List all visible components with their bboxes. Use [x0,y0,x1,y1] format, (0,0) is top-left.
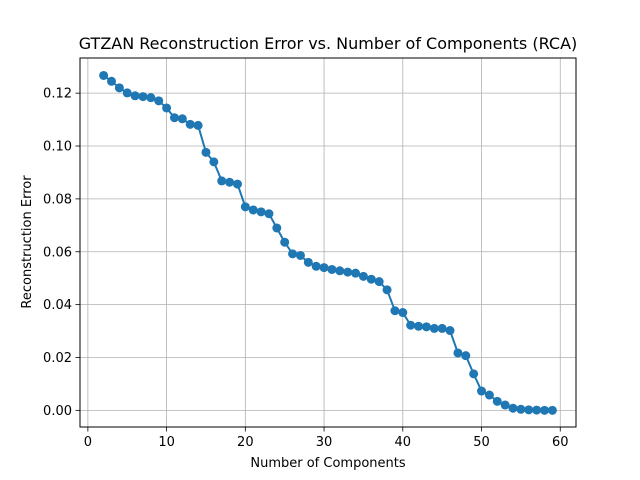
data-point [532,405,542,415]
data-point [390,306,400,316]
data-point [295,250,305,260]
data-point [453,348,463,358]
y-axis: 0.00 0.02 0.04 0.06 0.08 0.10 0.12 [43,87,80,419]
y-tick-label: 0.12 [43,87,72,102]
x-tick-label: 50 [473,435,490,450]
data-point [303,257,313,267]
data-point [162,103,172,113]
data-point [185,119,195,129]
data-point [421,322,431,332]
data-point [366,274,376,284]
data-point [256,207,266,217]
data-point [516,404,526,414]
data-point [540,405,550,415]
x-tick-label: 60 [552,435,569,450]
x-axis: 0 10 20 30 40 50 60 [84,427,569,450]
data-point [437,323,447,333]
data-point [225,177,235,187]
data-point [177,114,187,124]
x-tick-label: 30 [316,435,333,450]
data-point [130,91,140,101]
grid [80,58,576,427]
data-point [327,264,337,274]
data-point [106,76,116,86]
chart-title: GTZAN Reconstruction Error vs. Number of… [79,34,578,53]
data-point [232,179,242,189]
data-point [217,176,227,186]
data-point [169,113,179,123]
data-point [382,285,392,295]
data-point [99,70,109,80]
y-tick-label: 0.04 [43,298,72,313]
x-tick-label: 10 [158,435,175,450]
data-point [508,403,518,413]
data-point [146,93,156,103]
data-point [343,267,353,277]
data-point [264,209,274,219]
y-tick-label: 0.06 [43,245,72,260]
data-point [114,83,124,93]
data-point [248,205,258,215]
data-point [288,249,298,259]
data-point [429,323,439,333]
data-point [484,390,494,400]
data-point [311,261,321,271]
data-point [547,405,557,415]
data-point [469,369,479,379]
x-tick-label: 20 [237,435,254,450]
data-point [319,263,329,273]
y-axis-label: Reconstruction Error [20,175,35,309]
data-point [122,88,132,98]
data-point [414,321,424,331]
data-point [374,277,384,287]
data-point [406,320,416,330]
y-tick-label: 0.10 [43,140,72,155]
plot-frame [79,57,577,428]
data-point [398,308,408,318]
x-tick-label: 40 [395,435,412,450]
series-line [99,70,557,415]
data-point [351,268,361,278]
data-point [154,96,164,106]
data-point [209,157,219,167]
data-point [335,266,345,276]
data-point [461,351,471,361]
y-tick-label: 0.08 [43,192,72,207]
data-point [138,92,148,102]
x-tick-label: 0 [84,435,92,450]
data-point [201,147,211,157]
data-point [500,400,510,410]
data-point [524,405,534,415]
data-point [280,237,290,247]
data-point [272,223,282,233]
data-point [240,202,250,212]
data-point [358,271,368,281]
x-axis-label: Number of Components [250,456,405,471]
y-tick-label: 0.02 [43,351,72,366]
data-point [492,396,502,406]
data-point [445,326,455,336]
y-tick-label: 0.00 [43,404,72,419]
data-point [193,120,203,130]
data-point [477,386,487,396]
